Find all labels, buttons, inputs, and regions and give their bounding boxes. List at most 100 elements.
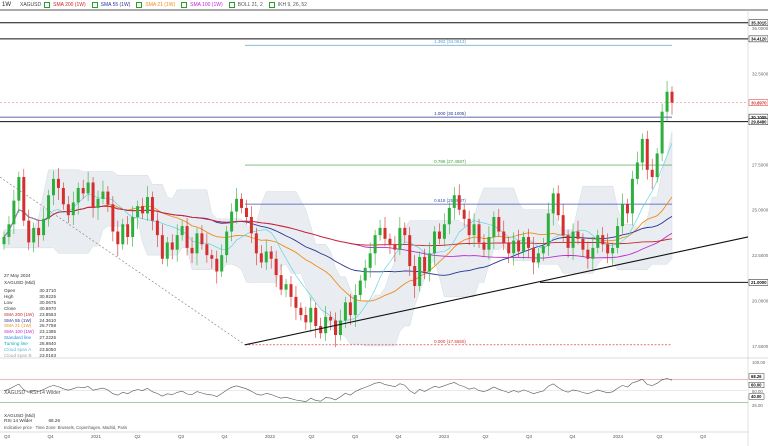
indicator-label: SMA 200 (1W) (53, 2, 86, 9)
candle-body (200, 233, 204, 245)
candle-body (487, 236, 491, 250)
info-row-value: 28.9840 (39, 341, 56, 347)
candle-body (215, 258, 219, 272)
fib-level-label: 0.000 (17.5550) (434, 339, 466, 344)
candle-body (527, 236, 531, 248)
rsi-title: XAGUSD · RSI 14 Wilder (4, 390, 61, 396)
info-row-label: Cloud span A (4, 347, 32, 353)
fib-level-label: 1.000 (30.1005) (434, 111, 466, 116)
checkbox-icon[interactable] (181, 2, 188, 8)
candle-body (432, 231, 436, 254)
candle-body (507, 242, 511, 254)
candle-body (225, 231, 229, 256)
candle-body (121, 224, 125, 245)
candle-body (289, 284, 293, 297)
price-tag-label: 30.1005 (751, 115, 767, 120)
candle-body (358, 280, 362, 296)
sma-21-line (3, 196, 673, 302)
info-row-label: SMA 55 (1W) (4, 317, 32, 323)
info-panel: 27 May 2024 XAGUSD (Mid) Open 30.3710 High… (4, 272, 56, 359)
candle-body (403, 227, 407, 236)
candle-body (625, 204, 629, 214)
candle-body (383, 227, 387, 239)
candle-body (660, 111, 664, 154)
candle-body (299, 307, 303, 316)
time-axis-tick: Q3 (178, 434, 185, 439)
checkbox-icon[interactable] (228, 2, 235, 8)
indicator-toggle-3[interactable]: SMA 100 (1W) (181, 2, 226, 8)
info-row-label: Standard line (4, 335, 32, 341)
candle-body (616, 226, 620, 248)
info-row-value: 23.5050 (39, 347, 56, 353)
footer-note: Indicative price · Time Zone: Brussels, … (4, 425, 128, 430)
info-row: SMA 21 (1W) 25.7758 (4, 323, 56, 329)
checkbox-icon[interactable] (91, 2, 98, 8)
indicator-toggle-5[interactable]: IKH 9, 26, 52 (268, 2, 310, 8)
header-symbol[interactable]: XAGUSD (20, 2, 42, 9)
info-row: Low 30.0675 (4, 300, 56, 306)
candle-body (220, 255, 224, 272)
info-row: Standard line 27.2226 (4, 335, 56, 341)
price-tag-label: 30.8970 (751, 100, 767, 105)
candle-body (665, 91, 669, 112)
rsi-info-symbol: XAGUSD (Mid) (4, 413, 36, 418)
info-row-value: 30.3710 (39, 288, 56, 293)
candle-body (180, 226, 184, 236)
candle-body (467, 218, 471, 236)
candle-body (645, 138, 649, 170)
candle-body (630, 178, 634, 214)
time-axis-tick: Q3 (526, 434, 533, 439)
time-axis-tick: Q2 (657, 434, 664, 439)
candle-body (517, 240, 521, 252)
support-trendline (244, 236, 749, 346)
candle-body (477, 224, 481, 243)
time-axis-tick: Q2 (483, 434, 490, 439)
info-row: Cloud span A 23.5050 (4, 347, 56, 353)
candle-body (91, 182, 95, 208)
rsi-line (3, 378, 673, 402)
candle-body (428, 253, 432, 272)
candle-body (32, 227, 36, 243)
price-axis-tick: 17.5000 (752, 344, 768, 349)
candle-body (165, 242, 169, 259)
candle-body (7, 224, 11, 237)
candle-body (353, 295, 357, 316)
fib-level-label: 0.786 (27.4597) (434, 159, 466, 164)
candle-body (388, 238, 392, 245)
candle-body (611, 247, 615, 254)
candle-body (423, 256, 427, 272)
candle-body (86, 182, 90, 194)
info-row-value: 23.8563 (39, 311, 56, 317)
candle-body (47, 195, 51, 219)
candle-body (492, 217, 496, 237)
indicator-label: SMA 55 (1W) (100, 2, 131, 9)
candle-body (240, 198, 244, 208)
price-tag (748, 118, 768, 125)
candle-body (12, 200, 16, 225)
rsi-axis-tick: 25.00 (752, 403, 763, 408)
candle-body (96, 198, 100, 208)
price-axis-tick: 22.5000 (752, 253, 768, 258)
timeframe-label[interactable]: 1W (2, 2, 11, 8)
rsi-axis-tick: 100.00 (752, 360, 766, 365)
price-axis-tick: 32.5000 (752, 72, 768, 77)
rsi-tag (748, 393, 765, 400)
indicator-toggle-1[interactable]: SMA 55 (1W) (91, 2, 134, 9)
checkbox-icon[interactable] (44, 2, 51, 8)
checkbox-icon[interactable] (268, 2, 275, 8)
candle-body (655, 153, 659, 178)
candle-body (51, 178, 55, 196)
time-axis-tick: 2023 (439, 434, 450, 439)
indicator-toggle-2[interactable]: SMA 21 (1W) (136, 2, 178, 8)
candle-body (561, 215, 565, 236)
indicator-toggle-0[interactable]: SMA 200 (1W) (44, 2, 89, 8)
indicator-header: XAGUSD SMA 200 (1W) SMA 55 (1W) SMA 21 (1W)… (20, 2, 313, 8)
candle-body (650, 169, 654, 178)
price-tag-label: 35.3015 (751, 21, 767, 26)
candle-body (269, 251, 273, 259)
price-tag-label: 21.0000 (751, 280, 767, 285)
checkbox-icon[interactable] (136, 2, 143, 8)
indicator-toggle-4[interactable]: BOLL 21, 2 (228, 2, 266, 8)
info-row: High 30.9225 (4, 294, 56, 300)
